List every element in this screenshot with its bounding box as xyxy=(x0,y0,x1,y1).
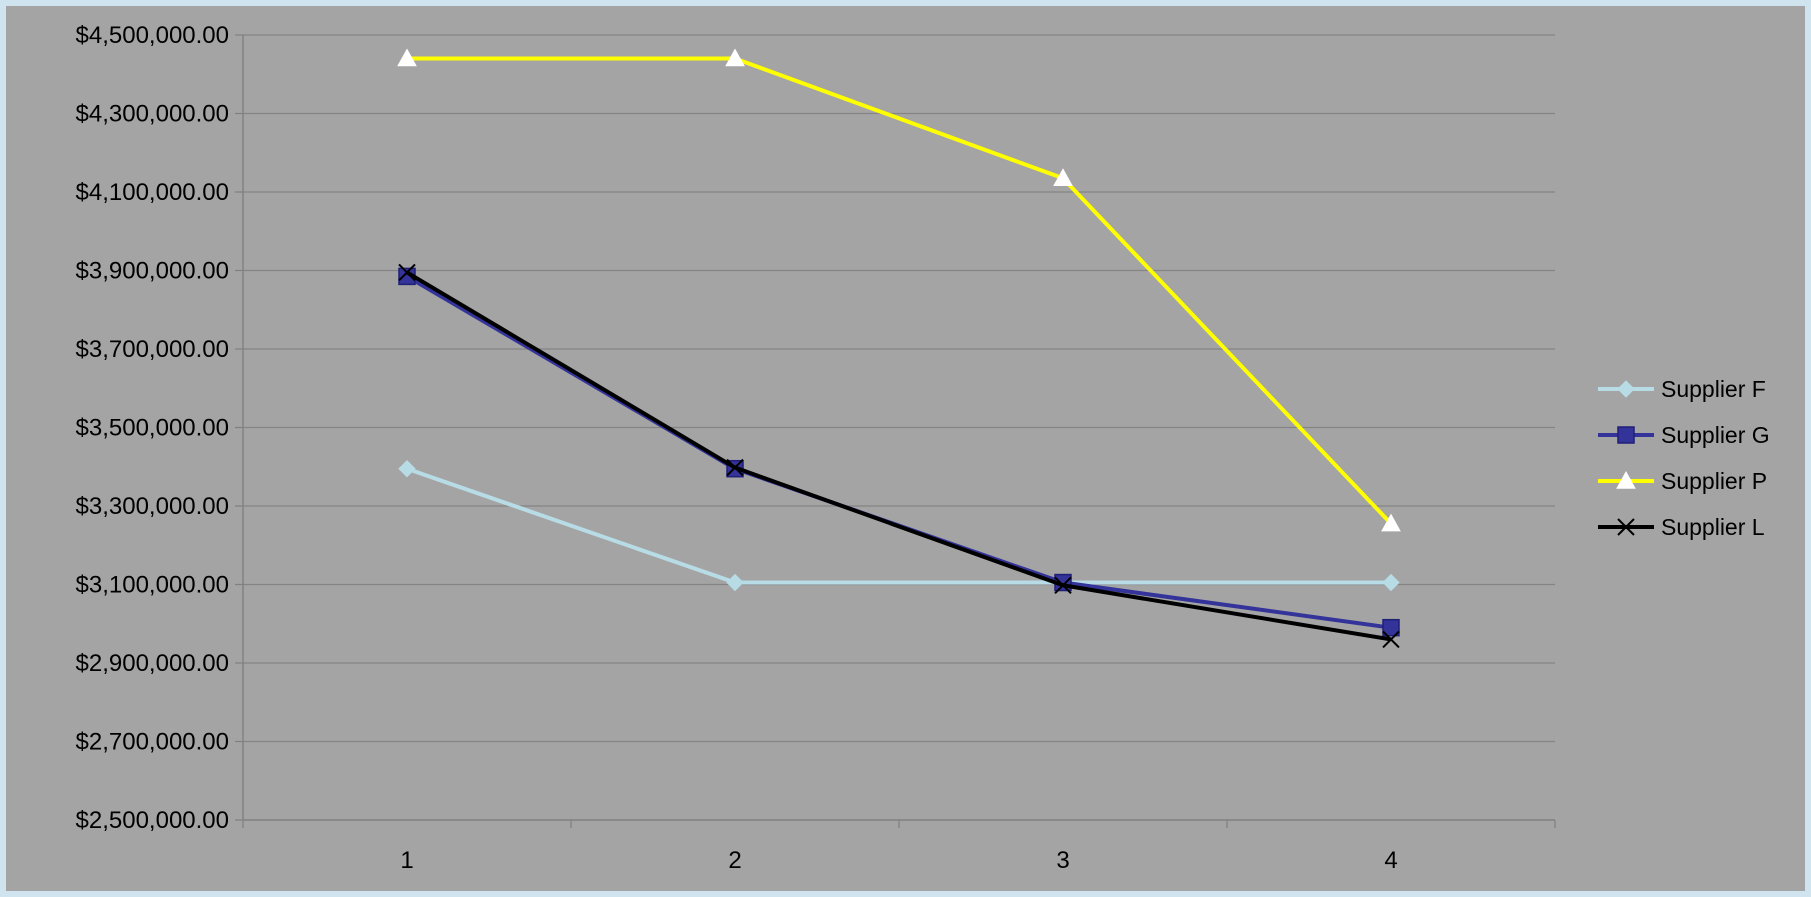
y-tick-label: $4,100,000.00 xyxy=(76,179,229,206)
data-point xyxy=(1054,576,1072,594)
y-tick-label: $3,100,000.00 xyxy=(76,572,229,599)
y-tick-label: $3,500,000.00 xyxy=(76,415,229,442)
data-point xyxy=(1617,426,1635,444)
data-point xyxy=(1382,618,1400,637)
gridlines xyxy=(243,34,1555,743)
legend: Supplier F Supplier G Supplier P Supplier L xyxy=(1598,376,1770,540)
axes: $2,500,000.00 $2,700,000.00 $2,900,000.00 $… xyxy=(76,22,1556,874)
series-supplier-f xyxy=(398,460,1400,592)
series-group xyxy=(397,48,1401,649)
legend-item: Supplier F xyxy=(1598,376,1766,402)
legend-label: Supplier P xyxy=(1661,468,1767,494)
y-tick-label: $3,300,000.00 xyxy=(76,493,229,520)
y-tick-label: $2,900,000.00 xyxy=(76,650,229,677)
line-chart: $2,500,000.00 $2,700,000.00 $2,900,000.00 $… xyxy=(76,22,1770,874)
legend-label: Supplier G xyxy=(1661,422,1770,448)
y-tick-label: $4,500,000.00 xyxy=(76,22,229,49)
data-point-stroke xyxy=(398,263,416,282)
data-point xyxy=(398,460,416,478)
legend-label: Supplier L xyxy=(1661,514,1765,540)
data-point xyxy=(397,48,417,67)
series-supplier-l xyxy=(398,263,1400,649)
legend-item: Supplier G xyxy=(1598,422,1770,448)
legend-label: Supplier F xyxy=(1661,376,1766,402)
x-tick-label: 1 xyxy=(400,847,413,874)
data-point xyxy=(1617,380,1635,398)
series-line xyxy=(405,274,1392,630)
y-tick-label: $2,700,000.00 xyxy=(76,729,229,756)
data-point xyxy=(1381,513,1401,532)
data-point xyxy=(726,458,744,477)
series-line xyxy=(405,270,1392,642)
data-point xyxy=(1616,470,1636,489)
data-point xyxy=(726,573,744,592)
data-point xyxy=(1053,168,1073,186)
data-point-stroke xyxy=(726,458,744,477)
data-point xyxy=(1382,630,1400,649)
series-line xyxy=(406,466,1391,585)
series-supplier-p xyxy=(397,48,1401,532)
data-point-stroke xyxy=(1617,518,1635,536)
legend-item: Supplier L xyxy=(1598,514,1765,540)
y-tick-label: $3,900,000.00 xyxy=(76,258,229,285)
y-tick-label: $4,300,000.00 xyxy=(76,101,229,128)
x-tick-label: 4 xyxy=(1384,847,1397,874)
data-point-stroke xyxy=(1054,576,1072,594)
data-point xyxy=(398,263,416,282)
y-tick-label: $3,700,000.00 xyxy=(76,336,229,363)
legend-item: Supplier P xyxy=(1598,468,1767,494)
x-tick-label: 3 xyxy=(1056,847,1069,874)
data-point xyxy=(1617,518,1635,536)
y-tick-label: $2,500,000.00 xyxy=(76,807,229,834)
data-point-stroke xyxy=(1382,630,1400,649)
data-point xyxy=(1382,573,1400,592)
series-line xyxy=(407,56,1393,526)
x-tick-label: 2 xyxy=(728,847,741,874)
data-point xyxy=(725,48,745,67)
